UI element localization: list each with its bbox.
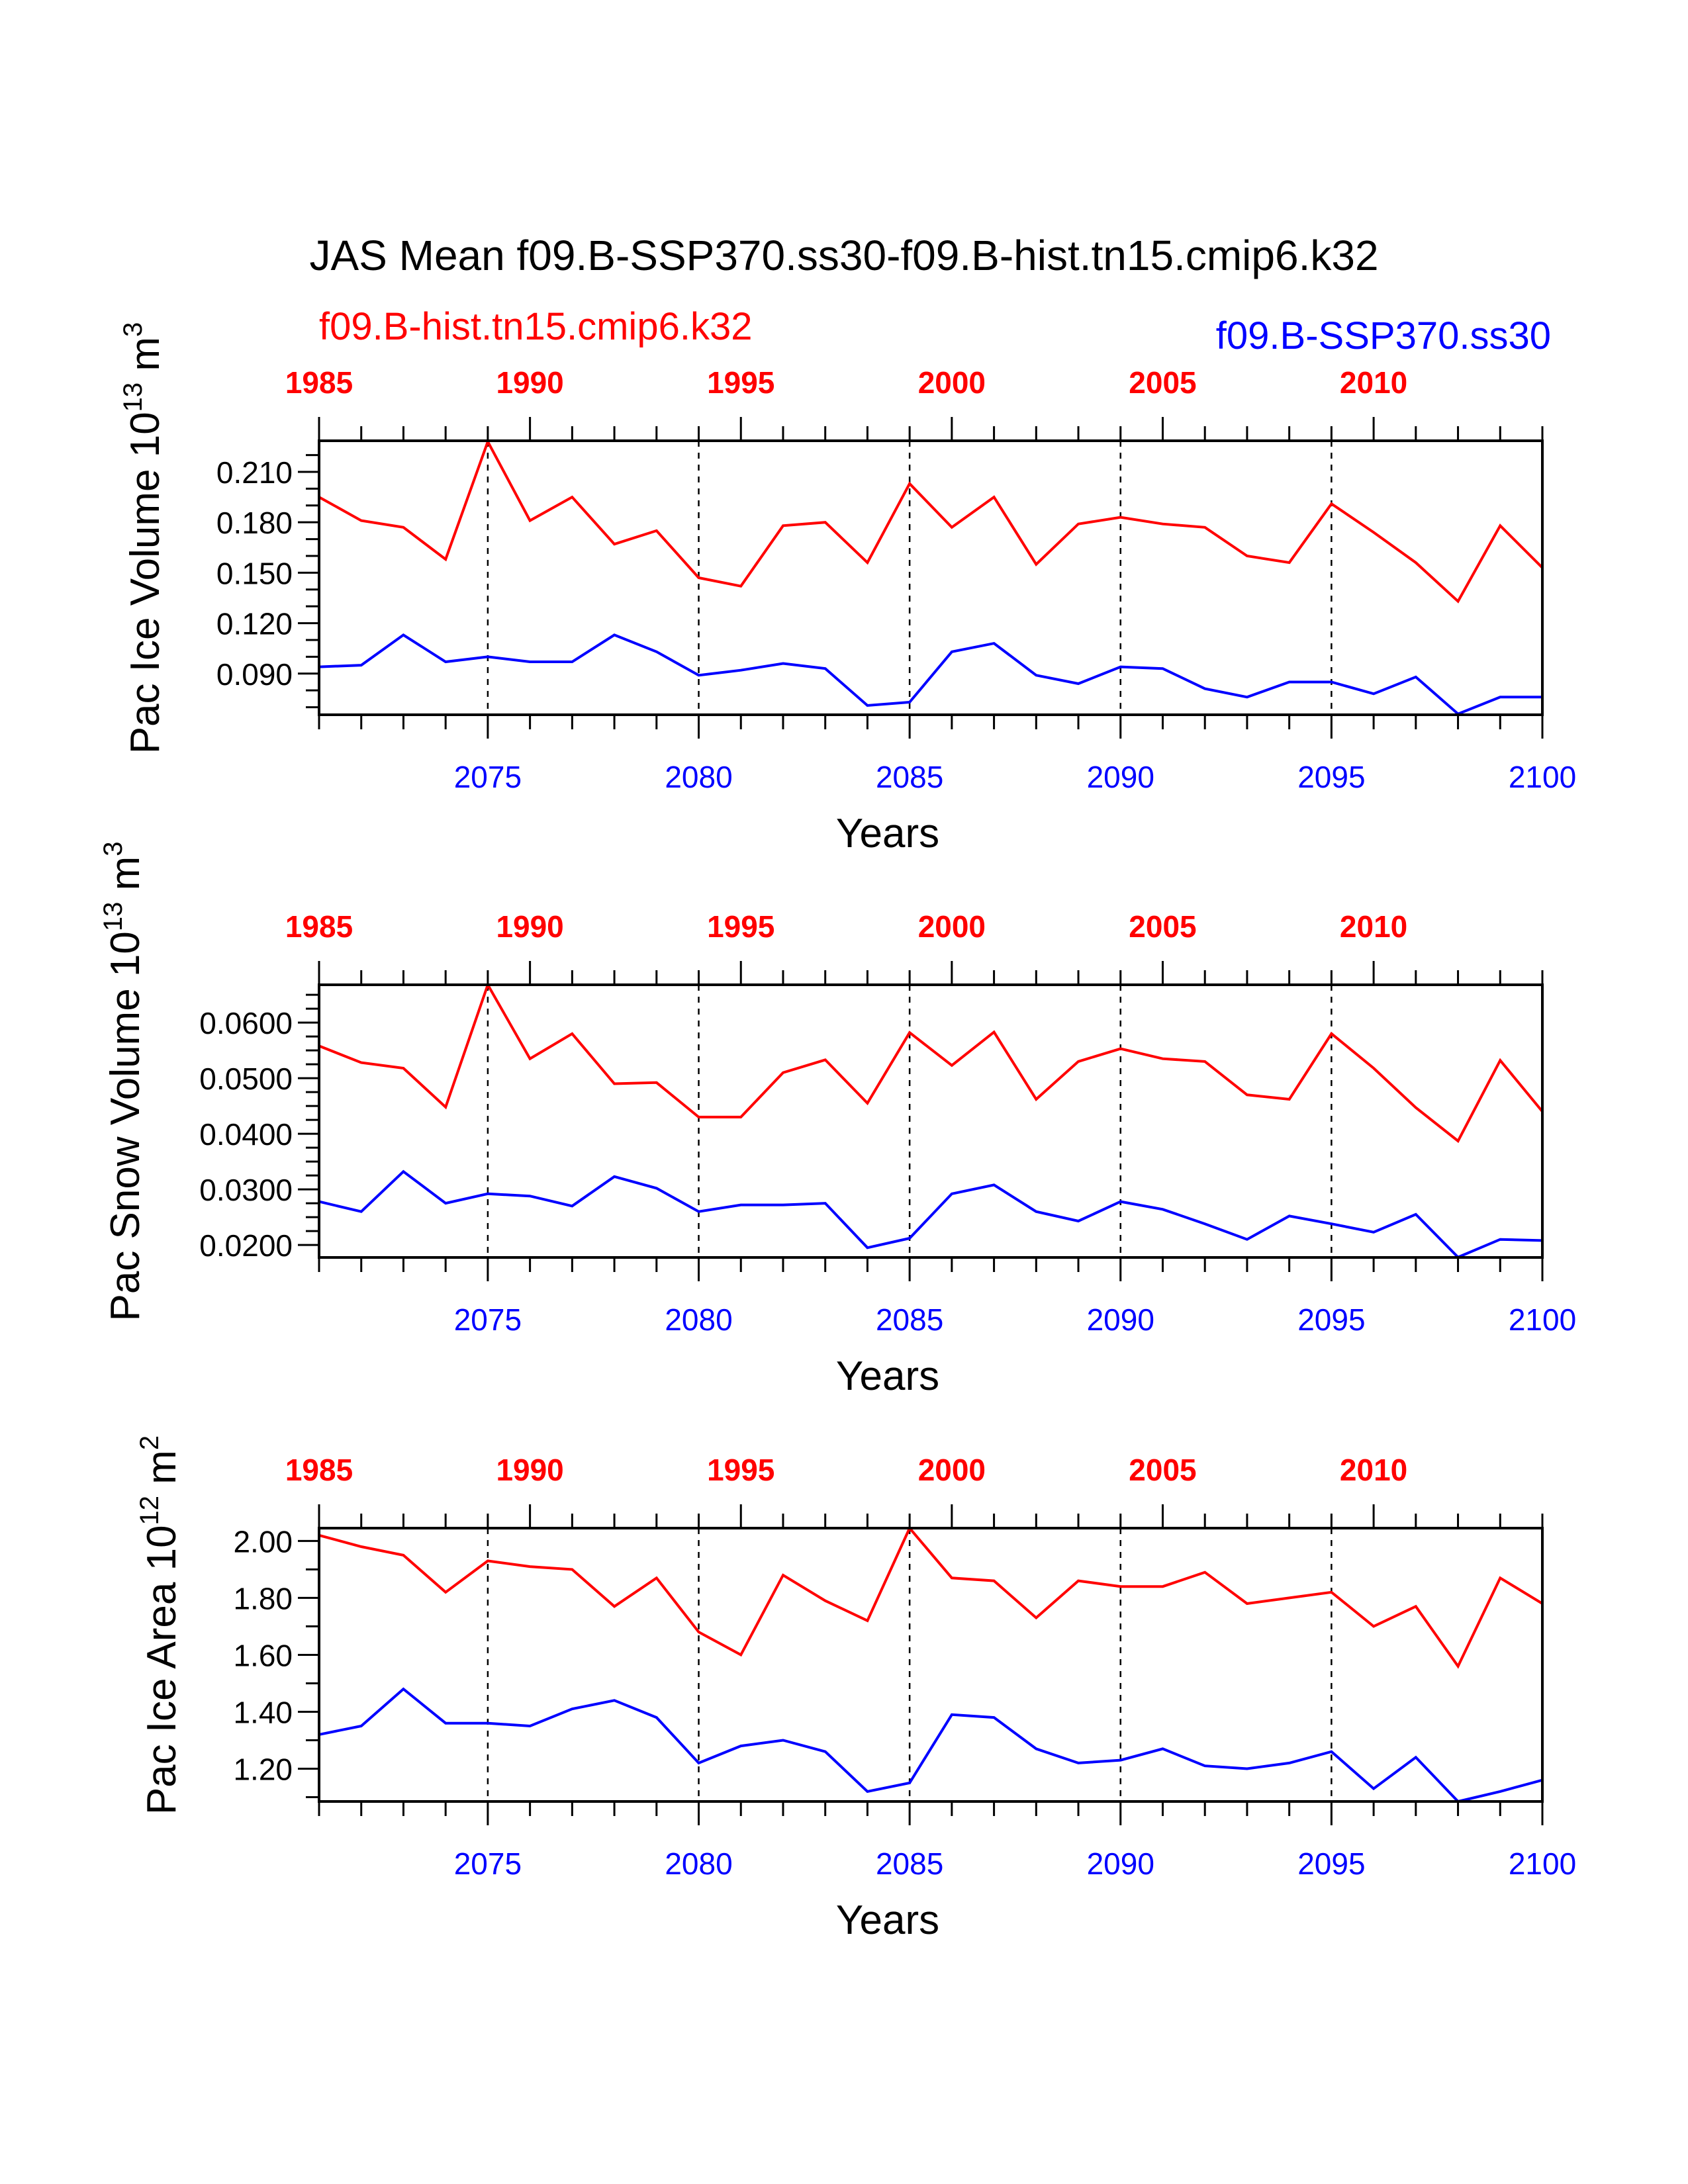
x-tick-label-top: 2010: [1340, 1453, 1407, 1487]
x-tick-label-top: 2000: [918, 365, 986, 400]
x-tick-label-bottom: 2080: [665, 1846, 732, 1881]
x-tick-label-bottom: 2080: [665, 1302, 732, 1337]
plot-frame: [318, 1527, 1544, 1803]
y-axis-title-text: Pac Ice Area 10: [139, 1525, 185, 1815]
y-axis-title-exponent: 13: [99, 902, 128, 932]
x-tick-label-bottom: 2080: [665, 760, 732, 794]
y-axis-title-text: Pac Ice Volume 10: [122, 412, 168, 754]
plot-frame: [318, 439, 1544, 716]
x-tick-label-top: 1985: [285, 909, 353, 944]
y-tick-label: 0.210: [216, 455, 293, 490]
x-tick-label-bottom: 2085: [876, 1846, 943, 1881]
y-axis-title-exponent: 13: [118, 383, 148, 412]
chart-panel-3: 1.20 1.40 1.60 1.80 2.00 2075 2080 2085 2090 2095…: [135, 1435, 1576, 1943]
y-axis-title: Pac Snow Volume 1013 m3: [99, 842, 148, 1322]
x-tick-label-bottom: 2090: [1087, 1302, 1154, 1337]
series-line-ssp: [318, 1169, 1543, 1259]
series-line-hist: [318, 438, 1544, 604]
x-tick-label-top: 2010: [1340, 365, 1407, 400]
series-line-ssp: [318, 1687, 1543, 1803]
series-line-hist: [318, 981, 1544, 1144]
x-tick-label-bottom: 2075: [454, 760, 522, 794]
y-tick-label: 0.120: [216, 607, 293, 641]
chart-panel-2: 0.0200 0.0300 0.0400 0.0500 0.0600 2075 2080 20…: [99, 842, 1576, 1400]
x-tick-label-top: 1995: [707, 909, 774, 944]
figure-title: JAS Mean f09.B-SSP370.ss30-f09.B-hist.tn…: [309, 232, 1378, 279]
x-tick-label-top: 2005: [1129, 365, 1196, 400]
x-tick-label-top: 1985: [285, 1453, 353, 1487]
y-axis-title-unit-exponent: 3: [99, 842, 128, 856]
y-tick-label: 0.0200: [199, 1228, 293, 1263]
x-tick-label-bottom: 2090: [1087, 1846, 1154, 1881]
legend-ssp-label: f09.B-SSP370.ss30: [1216, 314, 1551, 357]
y-axis-title-text: Pac Snow Volume 10: [103, 931, 148, 1321]
x-tick-label-bottom: 2075: [454, 1846, 522, 1881]
y-tick-label: 1.60: [233, 1638, 293, 1672]
x-axis-title: Years: [836, 1353, 939, 1399]
y-tick-label: 2.00: [233, 1524, 293, 1559]
x-tick-label-bottom: 2100: [1509, 760, 1576, 794]
x-tick-label-top: 2005: [1129, 1453, 1196, 1487]
y-axis-title-unit: m: [122, 337, 168, 383]
y-tick-label: 0.0300: [199, 1173, 293, 1207]
y-axis-title-unit: m: [103, 856, 148, 902]
x-tick-label-bottom: 2090: [1087, 760, 1154, 794]
y-axis-title-unit: m: [139, 1450, 185, 1496]
y-axis-title-unit-exponent: 2: [135, 1435, 164, 1450]
x-axis-title: Years: [836, 811, 939, 856]
x-tick-label-bottom: 2100: [1509, 1302, 1576, 1337]
x-tick-label-bottom: 2100: [1509, 1846, 1576, 1881]
plot-frame: [318, 983, 1544, 1259]
y-axis-title: Pac Ice Area 1012 m2: [135, 1435, 185, 1815]
x-tick-label-top: 2000: [918, 1453, 986, 1487]
x-tick-label-top: 1990: [496, 1453, 563, 1487]
series-line-ssp: [318, 633, 1542, 716]
x-tick-label-top: 2005: [1129, 909, 1196, 944]
x-tick-label-top: 2010: [1340, 909, 1407, 944]
legend-hist-label: f09.B-hist.tn15.cmip6.k32: [319, 305, 752, 348]
y-tick-label: 1.80: [233, 1581, 293, 1615]
y-tick-label: 0.0500: [199, 1062, 293, 1096]
y-tick-label: 0.0600: [199, 1006, 293, 1040]
x-tick-label-top: 1990: [496, 365, 563, 400]
x-tick-label-bottom: 2095: [1297, 760, 1365, 794]
x-axis-title: Years: [836, 1897, 939, 1943]
y-tick-label: 0.150: [216, 556, 293, 590]
series-line-hist: [318, 1525, 1544, 1669]
y-tick-label: 0.090: [216, 657, 293, 692]
y-axis-title: Pac Ice Volume 1013 m3: [118, 322, 168, 754]
chart-panel-1: 0.090 0.120 0.150 0.180 0.210 2075 2080 2085 209…: [118, 322, 1576, 856]
x-tick-label-bottom: 2085: [876, 760, 943, 794]
y-axis-title-unit-exponent: 3: [118, 322, 148, 337]
x-tick-label-top: 1995: [707, 1453, 774, 1487]
y-tick-label: 1.20: [233, 1752, 293, 1787]
y-axis-title-exponent: 12: [135, 1496, 164, 1525]
y-tick-label: 0.0400: [199, 1117, 293, 1152]
x-tick-label-bottom: 2075: [454, 1302, 522, 1337]
x-tick-label-top: 2000: [918, 909, 986, 944]
x-tick-label-top: 1985: [285, 365, 353, 400]
x-tick-label-bottom: 2085: [876, 1302, 943, 1337]
x-tick-label-bottom: 2095: [1297, 1302, 1365, 1337]
y-tick-label: 0.180: [216, 506, 293, 540]
y-tick-label: 1.40: [233, 1695, 293, 1729]
x-tick-label-top: 1990: [496, 909, 563, 944]
x-tick-label-bottom: 2095: [1297, 1846, 1365, 1881]
x-tick-label-top: 1995: [707, 365, 774, 400]
chart-panels: 0.090 0.120 0.150 0.180 0.210 2075 2080 2085 209…: [99, 322, 1576, 1943]
